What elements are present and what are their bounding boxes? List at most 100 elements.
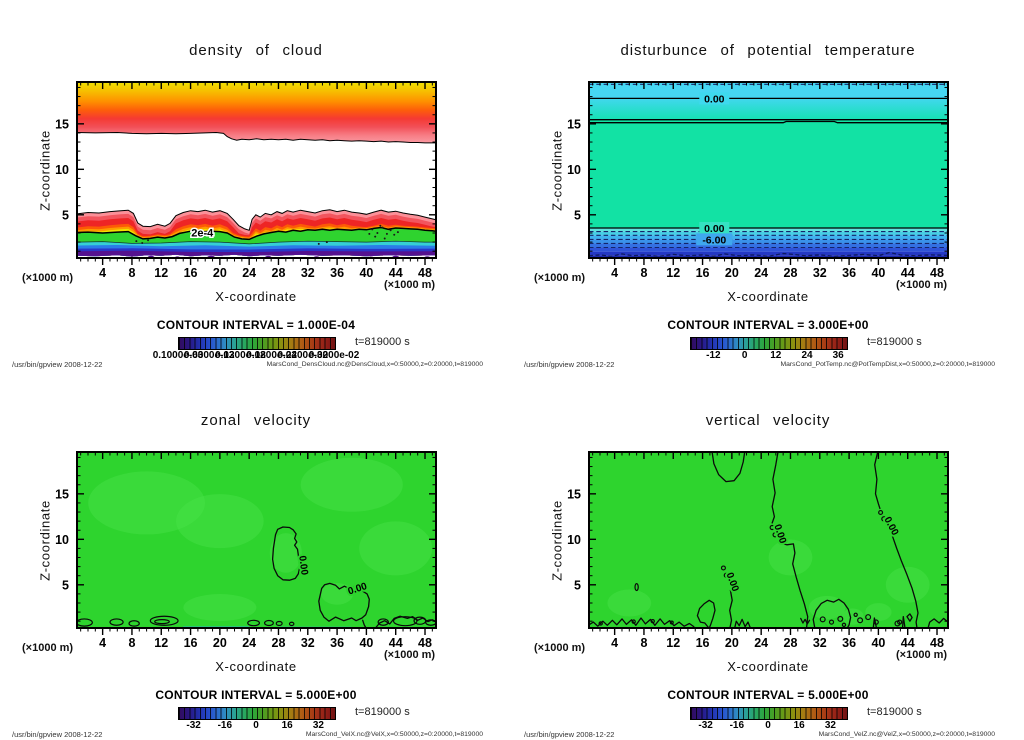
contour-circle — [878, 509, 884, 516]
speckle — [396, 231, 399, 234]
color-band — [589, 243, 948, 248]
light-patch — [808, 595, 846, 620]
speckle — [325, 241, 328, 244]
contour-circle — [772, 532, 778, 538]
speckle — [381, 226, 384, 229]
colorbar-labels: 0.1000e-03 0.6000e-03 0.1200e-02 0.1800e-02… — [153, 350, 360, 362]
contour-interval-label: CONTOUR INTERVAL = 5.000E+00 — [155, 688, 357, 702]
panel-potential-temperature: 0.00 0.00 -6.00 4 8 12 16 20 24 28 32 36 40 44 48 5 10 15… — [512, 0, 1024, 370]
upper-cloud-contour — [77, 131, 436, 144]
colorbar-label: 0 — [741, 350, 748, 361]
axis-ticks — [589, 452, 948, 635]
speckle — [374, 235, 377, 238]
y-unit-label: (×1000 m) — [22, 272, 74, 284]
colorbar-label: 0.1000e-03 — [152, 350, 204, 361]
velocity-field: 0.00 0.000.00 — [589, 452, 948, 628]
contour-line — [874, 452, 881, 510]
x-unit-label: (×1000 m) — [384, 649, 436, 661]
colorbar-label: -16 — [217, 720, 233, 731]
contour-circle — [598, 621, 603, 626]
light-patch — [88, 471, 206, 535]
panel-title: disturbunce of potential temperature — [620, 42, 916, 59]
contour-label-bg — [699, 221, 730, 234]
x-tick-label: 12 — [154, 266, 168, 280]
contour-circle — [897, 619, 903, 625]
x-tick-label: 24 — [754, 636, 768, 650]
x-axis-label: X-coordinate — [215, 289, 297, 304]
contour-circle — [723, 572, 730, 578]
x-tick-label: 20 — [725, 636, 739, 650]
contour-circle — [769, 524, 775, 531]
footer-command: /usr/bin/gpview 2008-12-22 — [524, 730, 615, 739]
time-label: t=819000 s — [867, 336, 922, 348]
contour-line — [711, 452, 746, 483]
contour-blob — [288, 621, 295, 627]
z-axis-label: Z-coordinate — [37, 500, 53, 581]
x-tick-label: 40 — [871, 266, 885, 280]
contour-value-label: 0.00 — [704, 223, 725, 235]
contour-line — [771, 452, 779, 524]
colorbar-labels: -12 0 12 24 36 — [690, 350, 846, 362]
y-tick-label: 5 — [574, 578, 581, 592]
contour-label-bg — [696, 233, 733, 246]
contour-circle — [819, 616, 826, 623]
labeled-contour — [77, 226, 436, 241]
x-tick-label: 8 — [640, 636, 647, 650]
colorbar-labels: -32 -16 0 16 32 — [178, 720, 334, 732]
contour-blob — [128, 620, 140, 627]
color-band — [589, 119, 948, 228]
contour-circle — [650, 618, 655, 624]
contour-line — [906, 613, 913, 622]
x-tick-label: 28 — [272, 636, 286, 650]
axis-ticks — [77, 82, 436, 265]
light-patch — [269, 533, 302, 573]
y-tick-label: 15 — [567, 117, 581, 131]
color-band — [589, 247, 948, 252]
contour-line — [901, 615, 906, 628]
y-tick-label: 5 — [574, 208, 581, 222]
colorbar-label: 0 — [253, 720, 259, 731]
light-patch — [300, 457, 403, 512]
colorbar-label: -32 — [186, 720, 201, 731]
speckle — [368, 232, 371, 235]
contour-interval-label: CONTOUR INTERVAL = 1.000E-04 — [156, 318, 356, 332]
x-tick-label: 48 — [418, 636, 432, 650]
contour-label-bg — [699, 92, 730, 105]
speckle — [147, 239, 150, 242]
contour-line — [927, 617, 948, 628]
contour-blob — [149, 615, 179, 626]
footer-datasource: MarsCond_VelZ.nc@VelZ,x=0:50000,z=0:2000… — [818, 731, 995, 738]
speckle — [376, 231, 379, 234]
axis-ticks — [77, 452, 436, 635]
footer-command: /usr/bin/gpview 2008-12-22 — [12, 360, 103, 369]
x-tick-label: 32 — [813, 636, 827, 650]
time-label: t=819000 s — [867, 706, 922, 718]
contour-blob — [247, 619, 261, 627]
x-tick-label: 20 — [213, 636, 227, 650]
x-tick-label: 36 — [330, 636, 344, 650]
speckle — [393, 233, 396, 236]
contour-value-label: -6.00 — [702, 234, 726, 246]
x-tick-label: 24 — [754, 266, 768, 280]
x-tick-label: 8 — [128, 636, 135, 650]
field-background — [589, 452, 948, 628]
x-tick-label: 36 — [842, 636, 856, 650]
x-tick-label: 12 — [666, 636, 680, 650]
y-tick-label: 10 — [55, 533, 69, 547]
contour-circle — [857, 617, 864, 624]
color-band — [589, 98, 948, 120]
contour-blob — [263, 619, 274, 627]
panel-title: density of cloud — [189, 42, 323, 59]
contour-line — [891, 535, 919, 628]
contour-circle — [669, 620, 674, 625]
cloud-field: 2e-4 — [77, 82, 436, 258]
x-tick-label: 28 — [784, 636, 798, 650]
contour-value-label: 0.00 — [296, 555, 309, 576]
x-tick-label: 28 — [784, 266, 798, 280]
light-patch — [768, 539, 813, 576]
y-tick-label: 5 — [62, 208, 69, 222]
panel-title: vertical velocity — [705, 412, 831, 429]
minor-contour — [77, 240, 436, 245]
